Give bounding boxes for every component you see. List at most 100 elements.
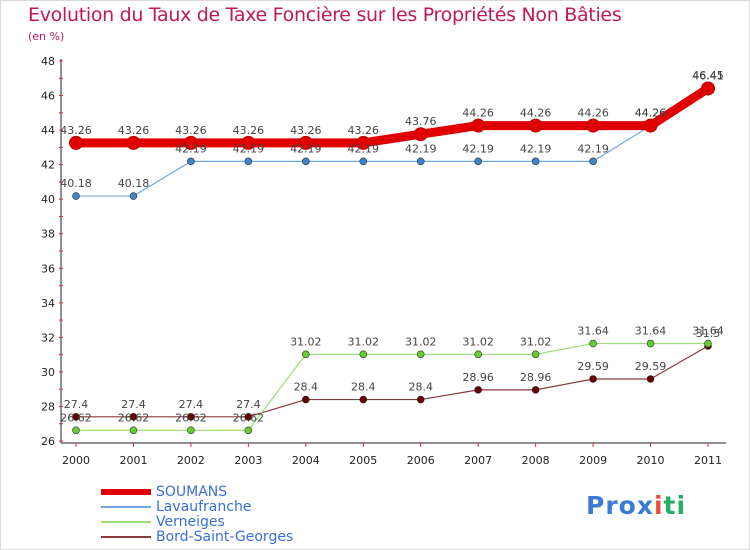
series-point <box>187 413 195 421</box>
series-point <box>474 386 482 394</box>
data-label: 42.19 <box>462 142 494 155</box>
series-point <box>531 386 540 394</box>
y-tick-label: 48 <box>41 55 55 68</box>
legend-swatch-lavaufranche <box>101 506 151 508</box>
data-label: 42.19 <box>348 142 380 155</box>
line-chart: 26 28 30 32 34 36 38 40 42 44 46 48 2000 2001 2002 2003… <box>41 55 726 467</box>
legend-label-bord-saint-georges: Bord-Saint-Georges <box>156 529 294 545</box>
x-tick-label: 2010 <box>637 454 665 467</box>
series-point <box>474 157 482 166</box>
series-point <box>413 127 428 142</box>
legend-label-lavaufranche: Lavaufranche <box>156 499 252 515</box>
legend-swatch-bord-saint-georges <box>101 536 151 538</box>
data-label: 31.64 <box>692 325 724 338</box>
series-point <box>302 350 310 359</box>
logo-text-part2: i <box>653 491 664 520</box>
data-label: 44.26 <box>577 107 609 120</box>
data-label: 44.26 <box>462 107 494 120</box>
data-label: 40.18 <box>60 177 92 190</box>
data-label: 27.4 <box>121 398 146 411</box>
series-point <box>471 118 486 133</box>
series-point <box>129 192 138 200</box>
y-tick-label: 30 <box>41 366 55 379</box>
data-label: 31.64 <box>577 325 609 338</box>
series-point <box>298 135 313 150</box>
series-point <box>356 135 371 150</box>
series-point <box>416 395 425 404</box>
data-label: 44.26 <box>635 107 667 120</box>
data-label: 31.02 <box>520 335 552 348</box>
legend-label-soumans: SOUMANS <box>156 484 228 500</box>
data-label: 31.5 <box>696 327 721 340</box>
data-label: 29.59 <box>635 360 667 373</box>
y-tick-label: 28 <box>41 400 55 413</box>
data-label: 44.26 <box>635 107 667 120</box>
x-tick-label: 2005 <box>349 454 377 467</box>
data-label: 42.19 <box>405 142 437 155</box>
data-label: 43.26 <box>233 124 265 137</box>
series-point <box>244 426 253 435</box>
legend-swatch-verneiges <box>101 521 151 523</box>
series-point <box>416 350 425 359</box>
data-label: 43.26 <box>175 124 207 137</box>
y-tick-label: 42 <box>41 159 55 172</box>
data-label: 43.76 <box>405 115 437 128</box>
data-label: 42.19 <box>577 142 609 155</box>
legend-label-verneiges: Verneiges <box>156 514 225 530</box>
data-label: 31.02 <box>290 335 322 348</box>
data-label: 46.45 <box>692 69 724 82</box>
series-point <box>187 157 195 166</box>
y-tick-label: 38 <box>41 228 55 241</box>
x-tick-label: 2002 <box>177 454 205 467</box>
series-point <box>531 157 540 166</box>
x-tick-label: 2008 <box>522 454 550 467</box>
data-label: 42.19 <box>175 142 207 155</box>
series-point <box>646 339 655 348</box>
series-point <box>643 118 658 133</box>
series-point <box>241 135 256 150</box>
series-point <box>69 135 83 150</box>
series-point <box>589 339 597 348</box>
data-label: 26.62 <box>118 411 150 424</box>
x-tick-label: 2003 <box>234 454 262 467</box>
proxiti-logo: Proxiti <box>586 491 686 520</box>
legend-swatch-soumans <box>101 489 151 495</box>
data-label: 43.26 <box>348 124 380 137</box>
x-tick-label: 2000 <box>62 454 90 467</box>
series-point <box>244 413 253 421</box>
series-point <box>126 135 141 150</box>
series-point <box>244 157 253 166</box>
series-point <box>701 81 715 96</box>
series-point <box>531 350 540 359</box>
data-label: 29.59 <box>577 360 609 373</box>
data-label: 31.02 <box>405 335 437 348</box>
series-point <box>586 118 601 133</box>
data-label: 27.4 <box>236 398 261 411</box>
y-tick-label: 44 <box>41 124 55 137</box>
series-line-soumans <box>71 83 713 148</box>
series-point <box>302 157 310 166</box>
logo-text-part1: Prox <box>586 491 654 520</box>
data-label: 28.4 <box>294 381 319 394</box>
data-label: 26.62 <box>233 411 265 424</box>
series-point <box>589 157 597 166</box>
data-label: 31.02 <box>462 335 494 348</box>
series-point <box>528 118 543 133</box>
data-label: 28.4 <box>408 381 433 394</box>
data-label: 46.41 <box>692 69 724 82</box>
series-point <box>72 192 80 200</box>
x-tick-label: 2001 <box>119 454 147 467</box>
data-label: 42.19 <box>290 142 322 155</box>
data-label: 42.19 <box>520 142 552 155</box>
series-point <box>359 395 368 404</box>
x-tick-label: 2011 <box>694 454 722 467</box>
data-label: 28.96 <box>462 371 494 384</box>
series-point <box>589 375 597 383</box>
series-line-bord-saint-georges <box>75 345 709 418</box>
data-label: 27.4 <box>179 398 204 411</box>
x-tick-label: 2007 <box>464 454 492 467</box>
y-unit-label: (en %) <box>28 30 65 43</box>
y-tick-label: 40 <box>41 193 55 206</box>
y-tick-label: 26 <box>41 435 55 448</box>
